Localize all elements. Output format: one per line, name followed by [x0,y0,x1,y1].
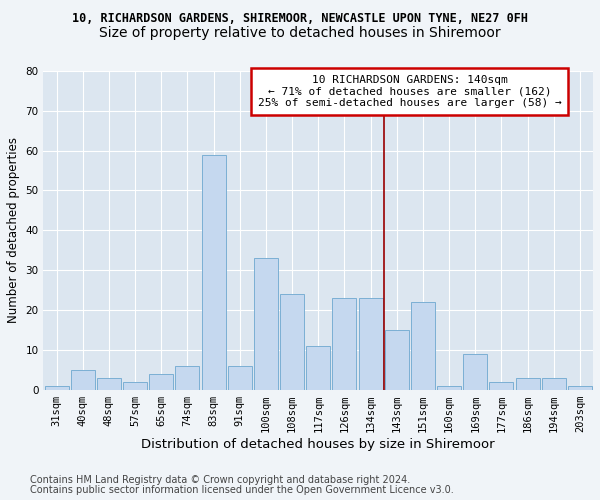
Text: 10, RICHARDSON GARDENS, SHIREMOOR, NEWCASTLE UPON TYNE, NE27 0FH: 10, RICHARDSON GARDENS, SHIREMOOR, NEWCA… [72,12,528,26]
Bar [280,294,304,390]
Bar [97,378,121,390]
Bar [228,366,252,390]
Bar [359,298,383,390]
Bar [202,154,226,390]
Bar [254,258,278,390]
Y-axis label: Number of detached properties: Number of detached properties [7,138,20,324]
Bar [123,382,147,390]
Text: 10 RICHARDSON GARDENS: 140sqm
← 71% of detached houses are smaller (162)
25% of : 10 RICHARDSON GARDENS: 140sqm ← 71% of d… [258,75,562,108]
Bar [149,374,173,390]
Bar [44,386,68,390]
Text: Contains HM Land Registry data © Crown copyright and database right 2024.: Contains HM Land Registry data © Crown c… [30,475,410,485]
X-axis label: Distribution of detached houses by size in Shiremoor: Distribution of detached houses by size … [142,438,495,450]
Bar [332,298,356,390]
Text: Size of property relative to detached houses in Shiremoor: Size of property relative to detached ho… [99,26,501,40]
Bar [463,354,487,390]
Bar [490,382,514,390]
Bar [411,302,435,390]
Bar [542,378,566,390]
Bar [515,378,539,390]
Bar [437,386,461,390]
Text: Contains public sector information licensed under the Open Government Licence v3: Contains public sector information licen… [30,485,454,495]
Bar [306,346,331,390]
Bar [385,330,409,390]
Bar [71,370,95,390]
Bar [568,386,592,390]
Bar [175,366,199,390]
